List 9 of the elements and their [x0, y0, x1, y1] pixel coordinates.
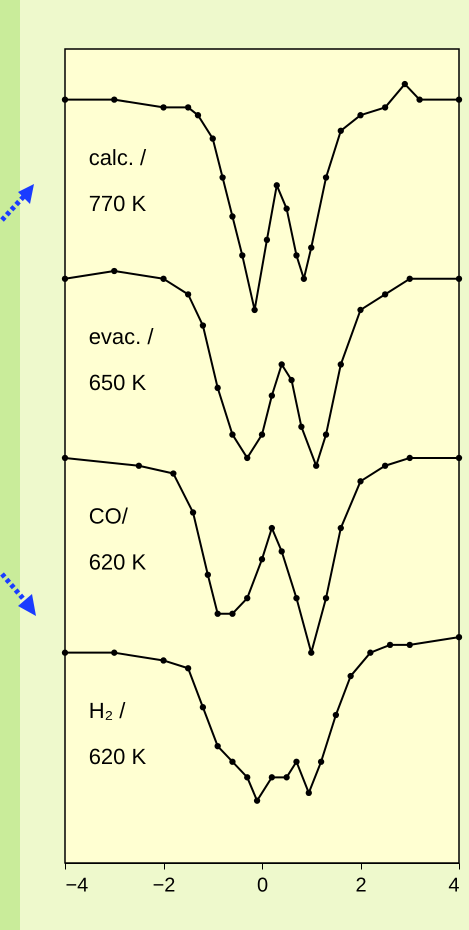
series-label: evac. / 650 K	[88, 324, 154, 396]
series-label: CO/ 620 K	[88, 503, 147, 574]
x-tick-label: 4	[448, 874, 460, 896]
x-tick-label: −2	[152, 874, 176, 896]
x-tick-label: −4	[66, 874, 88, 896]
series-label: calc. / 770 K	[88, 145, 148, 216]
x-tick-label: 0	[256, 874, 268, 896]
series-label: H₂ / 620 K	[88, 698, 147, 770]
x-tick-label: 2	[355, 874, 367, 896]
